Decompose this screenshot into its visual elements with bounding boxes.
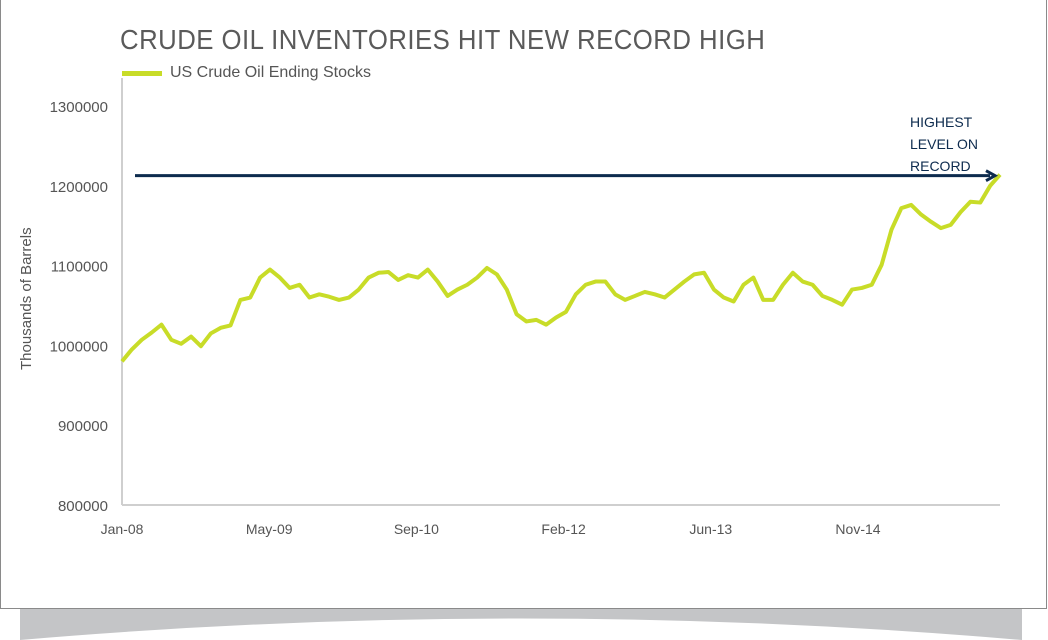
chart-card xyxy=(0,0,1047,609)
chart-title: CRUDE OIL INVENTORIES HIT NEW RECORD HIG… xyxy=(120,24,766,55)
y-axis-label: Thousands of Barrels xyxy=(18,227,35,370)
legend-swatch xyxy=(122,70,162,76)
card-shadow xyxy=(20,609,1022,640)
legend: US Crude Oil Ending Stocks xyxy=(122,64,371,82)
legend-label: US Crude Oil Ending Stocks xyxy=(170,64,371,81)
annotation-text: HIGHEST LEVEL ON RECORD xyxy=(910,114,978,174)
